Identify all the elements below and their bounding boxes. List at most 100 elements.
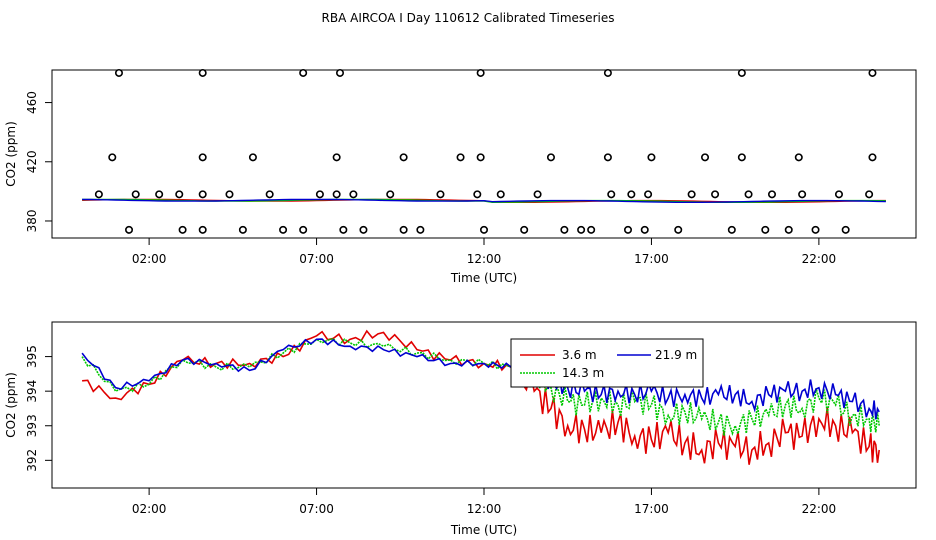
calibration-point xyxy=(332,190,341,199)
lower-x-axis-label: Time (UTC) xyxy=(450,523,517,537)
calibration-point xyxy=(299,225,308,234)
calibration-point xyxy=(841,225,850,234)
calibration-point xyxy=(587,225,596,234)
calibration-point xyxy=(94,190,103,199)
calibration-point xyxy=(794,153,803,162)
upper-y-axis-label: CO2 (ppm) xyxy=(4,121,18,187)
calibration-point xyxy=(175,190,184,199)
calibration-point xyxy=(767,190,776,199)
upper-y-tick-label: 460 xyxy=(25,91,39,114)
calibration-point xyxy=(607,190,616,199)
calibration-point xyxy=(811,225,820,234)
calibration-point xyxy=(577,225,586,234)
calibration-point xyxy=(798,190,807,199)
calibration-point xyxy=(687,190,696,199)
calibration-point xyxy=(456,153,465,162)
legend-label-14.3m: 14.3 m xyxy=(562,366,604,380)
calibration-point xyxy=(125,225,134,234)
calibration-point xyxy=(198,153,207,162)
calibration-point xyxy=(744,190,753,199)
calibration-point xyxy=(603,153,612,162)
lower-x-tick-label: 07:00 xyxy=(299,502,334,516)
calibration-point xyxy=(198,190,207,199)
calibration-point xyxy=(560,225,569,234)
legend-box xyxy=(510,338,704,388)
calibration-point xyxy=(476,153,485,162)
calibration-point xyxy=(603,68,612,77)
calibration-point xyxy=(644,190,653,199)
calibration-point xyxy=(623,225,632,234)
calibration-point xyxy=(737,153,746,162)
calibration-point xyxy=(155,190,164,199)
calibration-point xyxy=(761,225,770,234)
calibration-point xyxy=(238,225,247,234)
calibration-point xyxy=(834,190,843,199)
calibration-point xyxy=(674,225,683,234)
legend-label-3.6m: 3.6 m xyxy=(562,348,597,362)
calibration-point xyxy=(496,190,505,199)
upper-x-axis-label: Time (UTC) xyxy=(450,271,517,285)
calibration-point xyxy=(315,190,324,199)
lower-plot-frame xyxy=(51,321,917,489)
calibration-point xyxy=(108,153,117,162)
calibration-point xyxy=(479,225,488,234)
calibration-point xyxy=(737,68,746,77)
lower-x-tick-label: 02:00 xyxy=(132,502,167,516)
calibration-point xyxy=(386,190,395,199)
lower-y-axis-label: CO2 (ppm) xyxy=(4,372,18,438)
upper-series-line xyxy=(82,198,886,203)
calibration-point xyxy=(868,153,877,162)
lower-x-tick-label: 17:00 xyxy=(634,502,669,516)
calibration-point xyxy=(198,68,207,77)
calibration-point xyxy=(627,190,636,199)
calibration-point xyxy=(647,153,656,162)
calibration-point xyxy=(335,68,344,77)
calibration-point xyxy=(359,225,368,234)
upper-plot-frame xyxy=(51,69,917,239)
lower-y-tick-label: 395 xyxy=(25,345,39,368)
lower-panel: 02:00 07:00 12:00 17:00 22:00 392 393 394 395 3.… xyxy=(4,321,917,537)
calibration-point xyxy=(131,190,140,199)
calibration-point xyxy=(784,225,793,234)
calibration-point xyxy=(399,153,408,162)
calibration-point xyxy=(640,225,649,234)
upper-x-tick-label: 12:00 xyxy=(467,252,502,266)
calibration-point xyxy=(399,225,408,234)
series-line-3.6m xyxy=(82,329,880,465)
calibration-point xyxy=(476,68,485,77)
series-line-14.3m xyxy=(81,337,880,437)
calibration-point xyxy=(416,225,425,234)
figure-title: RBA AIRCOA I Day 110612 Calibrated Times… xyxy=(322,11,615,25)
calibration-point xyxy=(198,225,207,234)
calibration-point xyxy=(265,190,274,199)
upper-panel: 02:00 07:00 12:00 17:00 22:00 380 420 460 Time … xyxy=(4,68,917,285)
upper-x-tick-label: 22:00 xyxy=(802,252,837,266)
calibration-point xyxy=(546,153,555,162)
lower-y-tick-label: 393 xyxy=(25,414,39,437)
upper-x-tick-label: 02:00 xyxy=(132,252,167,266)
lower-y-tick-label: 394 xyxy=(25,380,39,403)
calibration-point xyxy=(701,153,710,162)
calibration-point xyxy=(520,225,529,234)
calibration-point xyxy=(178,225,187,234)
calibration-point xyxy=(332,153,341,162)
lower-x-tick-label: 12:00 xyxy=(467,502,502,516)
calibration-point xyxy=(339,225,348,234)
upper-y-tick-label: 380 xyxy=(25,210,39,233)
legend: 3.6 m 21.9 m 14.3 m xyxy=(510,338,704,388)
calibration-point xyxy=(473,190,482,199)
calibration-point xyxy=(727,225,736,234)
upper-y-tick-label: 420 xyxy=(25,150,39,173)
upper-x-tick-label: 07:00 xyxy=(299,252,334,266)
calibration-point xyxy=(299,68,308,77)
calibration-point xyxy=(533,190,542,199)
calibration-point xyxy=(248,153,257,162)
lower-x-tick-label: 22:00 xyxy=(802,502,837,516)
lower-y-tick-label: 392 xyxy=(25,449,39,472)
calibration-point xyxy=(436,190,445,199)
calibration-point xyxy=(865,190,874,199)
calibration-point xyxy=(349,190,358,199)
series-line-21.9m xyxy=(81,338,880,420)
upper-x-tick-label: 17:00 xyxy=(634,252,669,266)
